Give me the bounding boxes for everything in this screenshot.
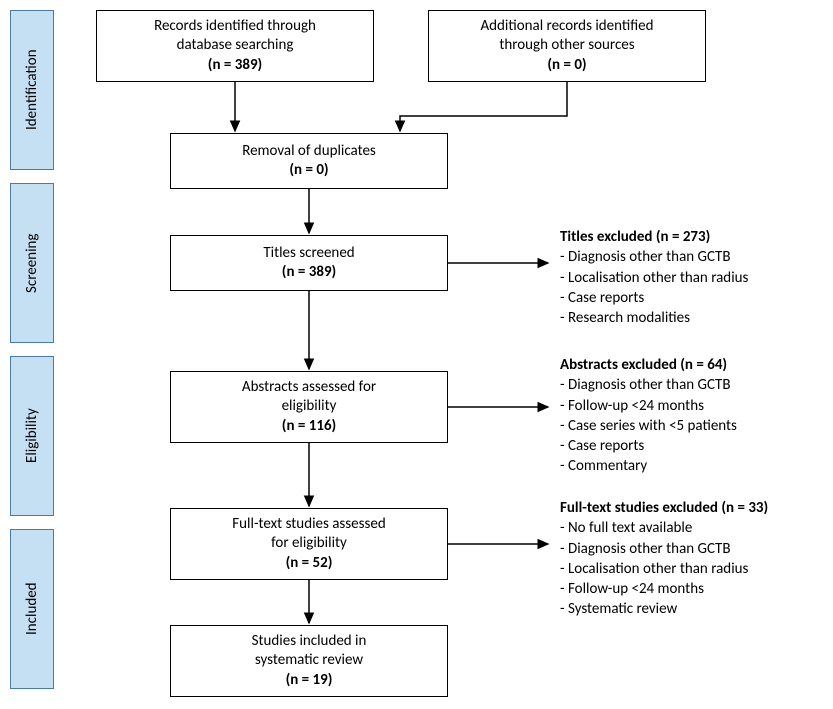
sidenote-item: - Diagnosis other than GCTB — [560, 247, 748, 267]
box-line: Removal of duplicates — [242, 142, 376, 162]
stage-label-text: Identification — [23, 50, 41, 131]
box-included: Studies included in systematic review (n… — [170, 625, 448, 697]
box-db-search: Records identified through database sear… — [96, 10, 374, 82]
box-line: Studies included in — [252, 632, 367, 652]
box-line: Additional records identified — [480, 17, 653, 37]
sidenote-item: - Localisation other than radius — [560, 559, 768, 579]
sidenote-title: Full-text studies excluded (n = 33) — [560, 498, 768, 518]
stage-included: Included — [10, 529, 54, 689]
stage-label-text: Included — [23, 583, 41, 636]
box-fulltext-assessed: Full-text studies assessed for eligibili… — [170, 508, 448, 580]
sidenote-item: - Systematic review — [560, 599, 768, 619]
box-n: (n = 0) — [289, 161, 328, 181]
sidenote-item: - Case series with <5 patients — [560, 416, 737, 436]
box-n: (n = 0) — [547, 56, 586, 76]
sidenote-title: Titles excluded (n = 273) — [560, 227, 748, 247]
box-line: Records identified through — [154, 17, 316, 37]
sidenote-item: - Case reports — [560, 436, 737, 456]
box-n: (n = 389) — [208, 56, 262, 76]
sidenote-item: - Diagnosis other than GCTB — [560, 375, 737, 395]
box-titles-screened: Titles screened (n = 389) — [170, 235, 448, 291]
box-line: for eligibility — [271, 534, 347, 554]
sidenote-item: - Follow-up <24 months — [560, 396, 737, 416]
box-duplicates-removed: Removal of duplicates (n = 0) — [170, 133, 448, 189]
sidenote-item: - Localisation other than radius — [560, 268, 748, 288]
box-n: (n = 389) — [282, 263, 336, 283]
box-line: Titles screened — [263, 244, 354, 264]
sidenote-item: - Commentary — [560, 456, 737, 476]
sidenote-item: - Diagnosis other than GCTB — [560, 539, 768, 559]
box-n: (n = 52) — [286, 554, 333, 574]
sidenote-item: - Follow-up <24 months — [560, 579, 768, 599]
box-line: through other sources — [499, 36, 634, 56]
box-other-sources: Additional records identified through ot… — [428, 10, 706, 82]
stage-eligibility: Eligibility — [10, 356, 54, 516]
box-n: (n = 19) — [286, 671, 333, 691]
stage-identification: Identification — [10, 10, 54, 170]
stage-label-text: Eligibility — [23, 409, 41, 464]
sidenote-item: - Case reports — [560, 288, 748, 308]
box-line: systematic review — [255, 651, 363, 671]
stage-label-text: Screening — [23, 233, 41, 292]
box-line: database searching — [177, 36, 294, 56]
sidenote-titles-excluded: Titles excluded (n = 273) - Diagnosis ot… — [560, 227, 748, 328]
sidenote-fulltext-excluded: Full-text studies excluded (n = 33) - No… — [560, 498, 768, 620]
sidenote-title: Abstracts excluded (n = 64) — [560, 355, 737, 375]
box-abstracts-assessed: Abstracts assessed for eligibility (n = … — [170, 371, 448, 443]
box-line: eligibility — [282, 397, 337, 417]
stage-screening: Screening — [10, 183, 54, 343]
sidenote-abstracts-excluded: Abstracts excluded (n = 64) - Diagnosis … — [560, 355, 737, 477]
sidenote-item: - Research modalities — [560, 308, 748, 328]
box-n: (n = 116) — [282, 417, 336, 437]
box-line: Full-text studies assessed — [232, 515, 385, 535]
sidenote-item: - No full text available — [560, 518, 768, 538]
box-line: Abstracts assessed for — [242, 378, 376, 398]
